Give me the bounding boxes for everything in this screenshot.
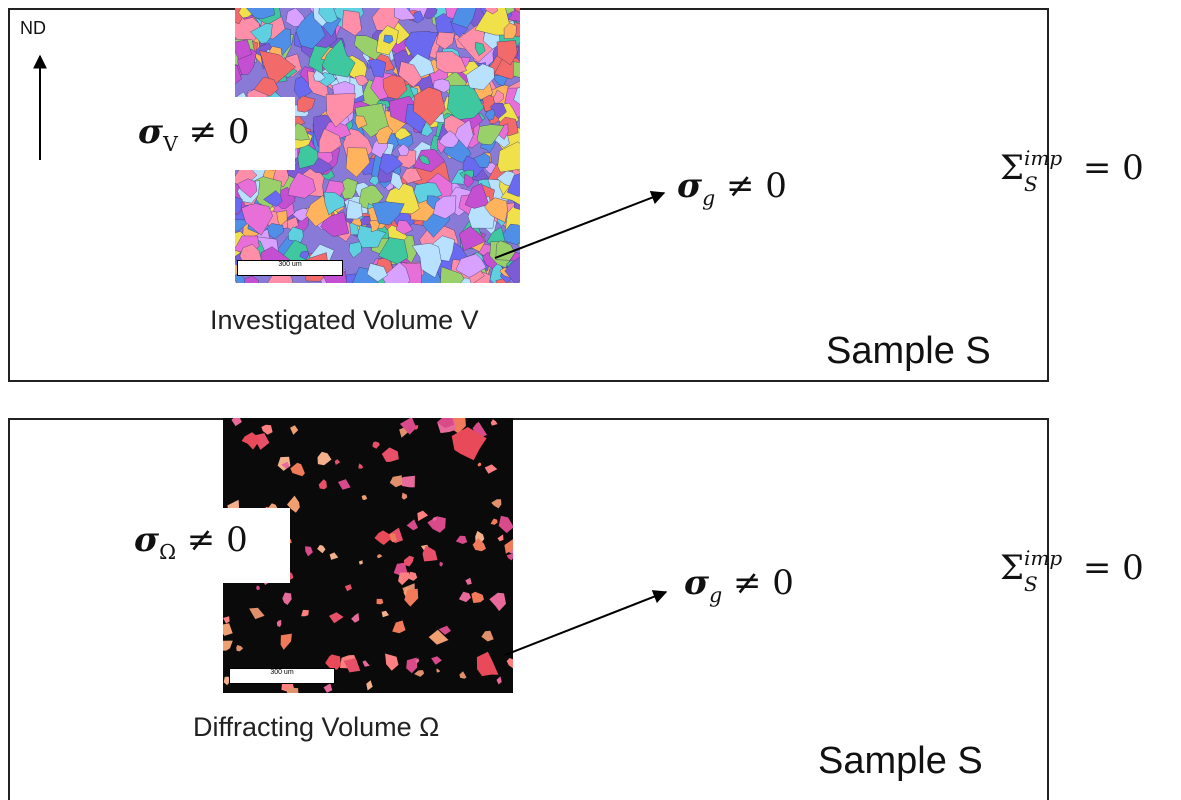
volume-stress-label-top: σV ≠ 0 <box>138 112 250 156</box>
grain-stress-label-bottom: σg ≠ 0 <box>684 563 794 607</box>
sample-frame-top <box>8 8 1049 382</box>
grain-pointer-arrow-bottom <box>504 590 668 656</box>
volume-stress-label-bottom: σΩ ≠ 0 <box>134 520 248 564</box>
label-cutout-top <box>120 97 295 170</box>
grain-stress-label-top: σg ≠ 0 <box>677 166 787 210</box>
grain-pointer-arrow-top <box>494 190 666 259</box>
scale-bar-label: 300 um <box>270 669 294 676</box>
volume-label-bottom: Diffracting Volume Ω <box>193 712 440 742</box>
direction-label: ND <box>20 18 46 38</box>
scale-bar-bottom: 300 um <box>229 668 335 684</box>
sample-label-bottom: Sample S <box>818 740 983 782</box>
sample-label-top: Sample S <box>826 330 991 372</box>
ebsd-orientation-map <box>235 8 520 283</box>
label-cutout-bottom <box>110 508 290 583</box>
sample-frame-bottom <box>8 418 1049 800</box>
scale-bar-top: 300 um <box>237 260 343 276</box>
volume-label-top: Investigated Volume V <box>210 305 479 335</box>
scale-bar-label: 300 um <box>278 261 302 268</box>
